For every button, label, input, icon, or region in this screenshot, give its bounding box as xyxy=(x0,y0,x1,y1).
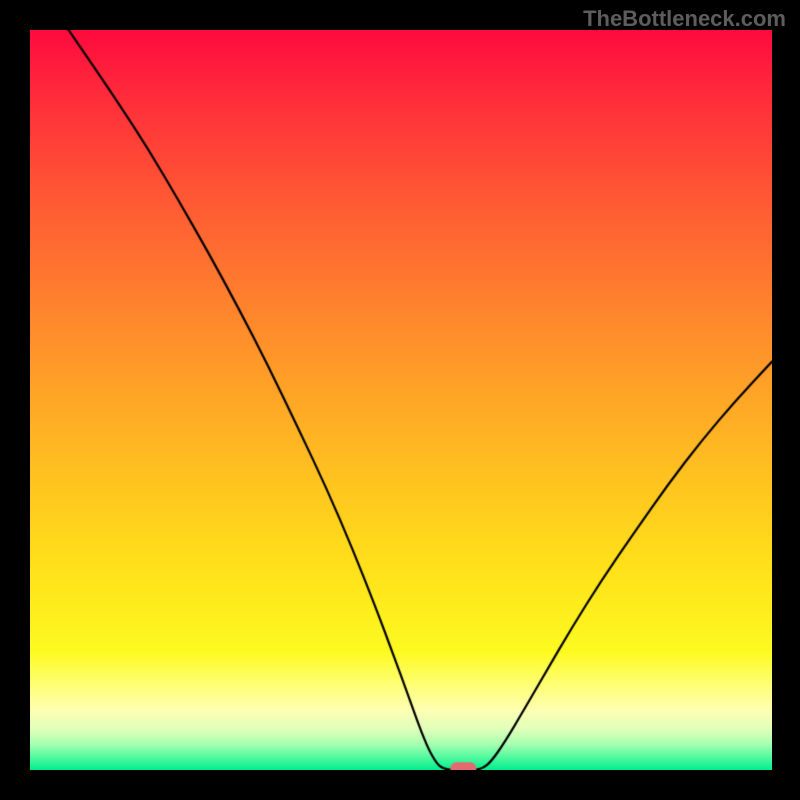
bottleneck-chart-canvas xyxy=(30,30,772,770)
watermark-text: TheBottleneck.com xyxy=(583,6,786,32)
chart-container: TheBottleneck.com xyxy=(0,0,800,800)
